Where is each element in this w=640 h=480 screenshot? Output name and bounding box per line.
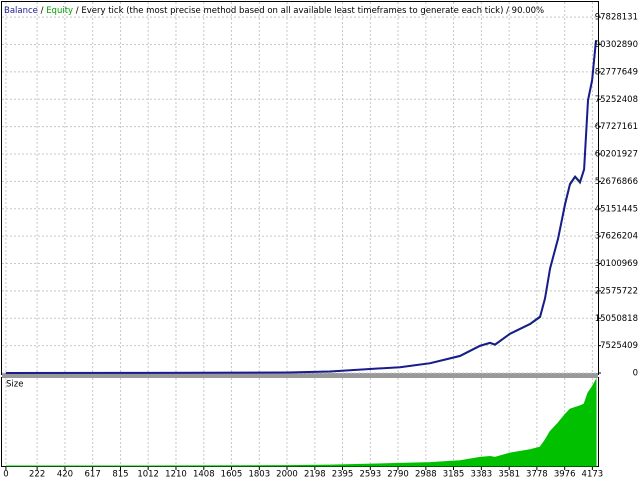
- y-tick-label: 97828131: [595, 13, 638, 23]
- x-tick-label: 3778: [526, 470, 548, 480]
- x-tick-label: 2395: [332, 470, 354, 480]
- y-tick-label: 52676866: [595, 177, 638, 187]
- x-tick-label: 1408: [193, 470, 215, 480]
- separator: /: [506, 6, 509, 16]
- y-tick-label: 37626204: [595, 232, 638, 242]
- x-tick-label: 815: [112, 470, 128, 480]
- header: Balance / Equity / Every tick (the most …: [4, 6, 544, 16]
- x-tick-label: 2198: [304, 470, 326, 480]
- x-tick-label: 2988: [415, 470, 437, 480]
- y-tick-label: 45151445: [595, 204, 638, 214]
- separator: /: [76, 6, 79, 16]
- panel-separator: [2, 373, 598, 378]
- separator: /: [41, 6, 44, 16]
- x-tick-label: 2000: [276, 470, 298, 480]
- quality: 90.00%: [512, 6, 544, 16]
- y-tick-label: 0: [633, 369, 638, 379]
- x-tick-label: 1803: [248, 470, 270, 480]
- y-tick-label: 30100969: [595, 259, 638, 269]
- y-tick-label: 15050818: [595, 314, 638, 324]
- subtitle: Every tick (the most precise method base…: [81, 6, 503, 16]
- x-tick-label: 3581: [498, 470, 520, 480]
- y-tick-label: 75252408: [595, 95, 638, 105]
- legend-equity: Equity: [46, 6, 73, 16]
- legend-balance: Balance: [4, 6, 38, 16]
- y-tick-label: 60201927: [595, 150, 638, 160]
- x-tick-label: 0: [3, 470, 8, 480]
- x-tick-label: 3185: [443, 470, 465, 480]
- size-area: [5, 378, 597, 467]
- series-line: [5, 40, 597, 374]
- x-tick-label: 3383: [471, 470, 493, 480]
- y-tick-label: 90302890: [595, 40, 638, 50]
- x-tick-label: 617: [85, 470, 101, 480]
- x-tick-label: 420: [57, 470, 73, 480]
- y-tick-label: 22575722: [595, 286, 638, 296]
- x-tick-label: 2593: [360, 470, 382, 480]
- x-tick-label: 222: [29, 470, 45, 480]
- size-title: Size: [6, 380, 23, 390]
- x-tick-label: 4173: [582, 470, 604, 480]
- x-tick-label: 1605: [221, 470, 243, 480]
- y-tick-label: 67727161: [595, 122, 638, 132]
- x-tick-label: 1012: [137, 470, 159, 480]
- y-tick-label: 82777649: [595, 67, 638, 77]
- y-tick-label: 7525409: [600, 341, 638, 351]
- x-tick-label: 1210: [165, 470, 187, 480]
- x-tick-label: 3976: [554, 470, 576, 480]
- x-tick-label: 2790: [387, 470, 409, 480]
